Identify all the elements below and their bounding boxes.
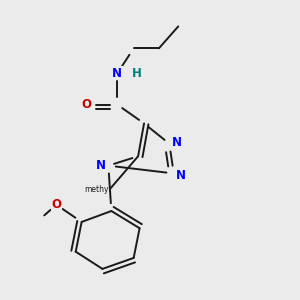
Text: O: O [81,98,91,111]
Text: methyl: methyl [85,184,111,194]
Text: N: N [96,159,106,172]
Text: N: N [172,136,182,149]
Text: O: O [51,198,62,211]
Text: H: H [132,67,142,80]
Text: N: N [112,67,122,80]
Text: N: N [176,169,186,182]
